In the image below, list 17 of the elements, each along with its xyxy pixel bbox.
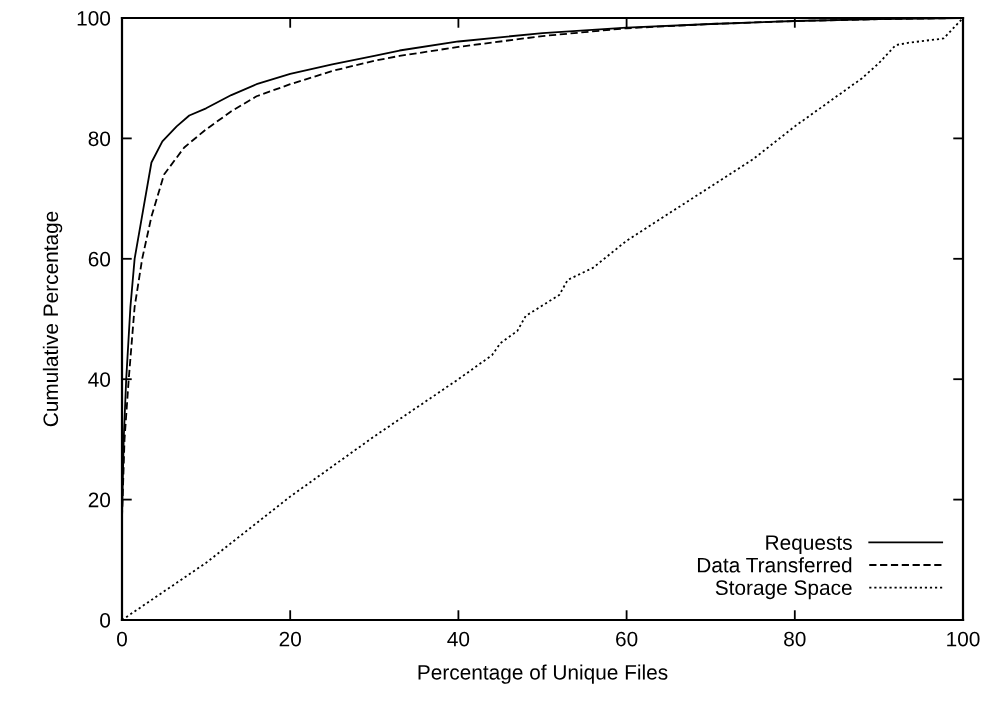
x-axis-title: Percentage of Unique Files (418, 664, 668, 684)
y-tick-label: 0 (100, 613, 111, 628)
x-tick-label: 100 (947, 631, 980, 647)
y-tick-label: 40 (88, 372, 111, 387)
x-tick-label: 40 (447, 631, 470, 647)
y-axis-title: Cumulative Percentage (42, 211, 63, 427)
legend-label: Storage Space (715, 580, 852, 600)
y-tick-label: 20 (88, 492, 111, 508)
legend-label: Requests (766, 535, 852, 555)
y-tick-label: 60 (88, 251, 111, 267)
x-tick-label: 60 (616, 631, 638, 647)
legend-label: Data Transferred (697, 557, 852, 573)
x-tick-label: 20 (279, 631, 301, 647)
y-tick-label: 100 (77, 11, 111, 26)
x-tick-label: 80 (784, 631, 806, 647)
x-tick-label: 0 (117, 631, 127, 647)
y-tick-label: 80 (88, 131, 111, 147)
